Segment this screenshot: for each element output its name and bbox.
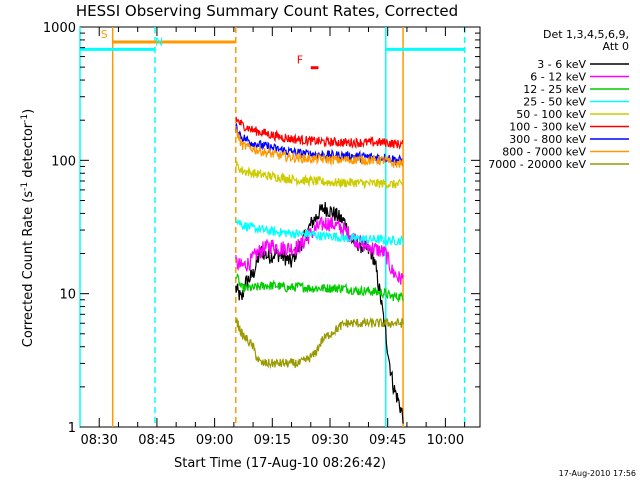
x-axis: 08:30 08:45 09:00 09:15 09:30 09:45 10:00 xyxy=(80,27,466,448)
legend-header: Att 0 xyxy=(603,40,629,53)
series-line xyxy=(235,216,404,285)
x-tick-label: 09:00 xyxy=(196,433,233,448)
series-line xyxy=(235,126,404,169)
series-line xyxy=(235,161,404,190)
legend-label: 300 - 800 keV xyxy=(509,133,586,146)
x-tick-label: 10:00 xyxy=(427,433,464,448)
plot-frame xyxy=(79,26,481,428)
x-tick-label: 08:30 xyxy=(80,433,117,448)
x-tick-label: 08:45 xyxy=(138,433,175,448)
legend-label: 3 - 6 keV xyxy=(537,58,586,71)
legend-label: 6 - 12 keV xyxy=(530,71,586,84)
series-line xyxy=(235,202,404,424)
series-line xyxy=(235,273,404,303)
annotation-label: N xyxy=(155,35,163,48)
x-tick-label: 09:15 xyxy=(254,433,291,448)
legend-label: 7000 - 20000 keV xyxy=(488,158,586,171)
legend-label: 100 - 300 keV xyxy=(509,121,586,134)
legend-header: Det 1,3,4,5,6,9, xyxy=(543,28,629,41)
y-tick-label: 1 xyxy=(68,421,76,436)
legend-label: 12 - 25 keV xyxy=(523,83,586,96)
series-line xyxy=(235,217,404,247)
y-tick-label: 10 xyxy=(59,288,76,303)
chart-title: HESSI Observing Summary Count Rates, Cor… xyxy=(76,2,458,20)
legend-label: 50 - 100 keV xyxy=(516,108,586,121)
x-axis-label: Start Time (17-Aug-10 08:26:42) xyxy=(174,456,386,471)
annotations: S N F xyxy=(80,28,465,70)
annotation-label: S xyxy=(101,28,108,41)
legend-label: 800 - 7000 keV xyxy=(502,146,586,159)
vertical-markers xyxy=(79,27,466,427)
series-lines xyxy=(235,116,404,424)
x-tick-label: 09:30 xyxy=(311,433,348,448)
series-line xyxy=(235,316,404,370)
legend-label: 25 - 50 keV xyxy=(523,96,586,109)
y-tick-label: 100 xyxy=(51,154,76,169)
y-axis: 1 10 100 1000 xyxy=(43,21,480,436)
y-axis-label: Corrected Count Rate (s-1 detector-1) xyxy=(20,109,36,347)
timestamp: 17-Aug-2010 17:56 xyxy=(559,469,636,478)
annotation-label: F xyxy=(297,54,303,67)
series-line xyxy=(235,116,404,150)
x-tick-label: 09:45 xyxy=(369,433,406,448)
y-tick-label: 1000 xyxy=(43,21,76,36)
